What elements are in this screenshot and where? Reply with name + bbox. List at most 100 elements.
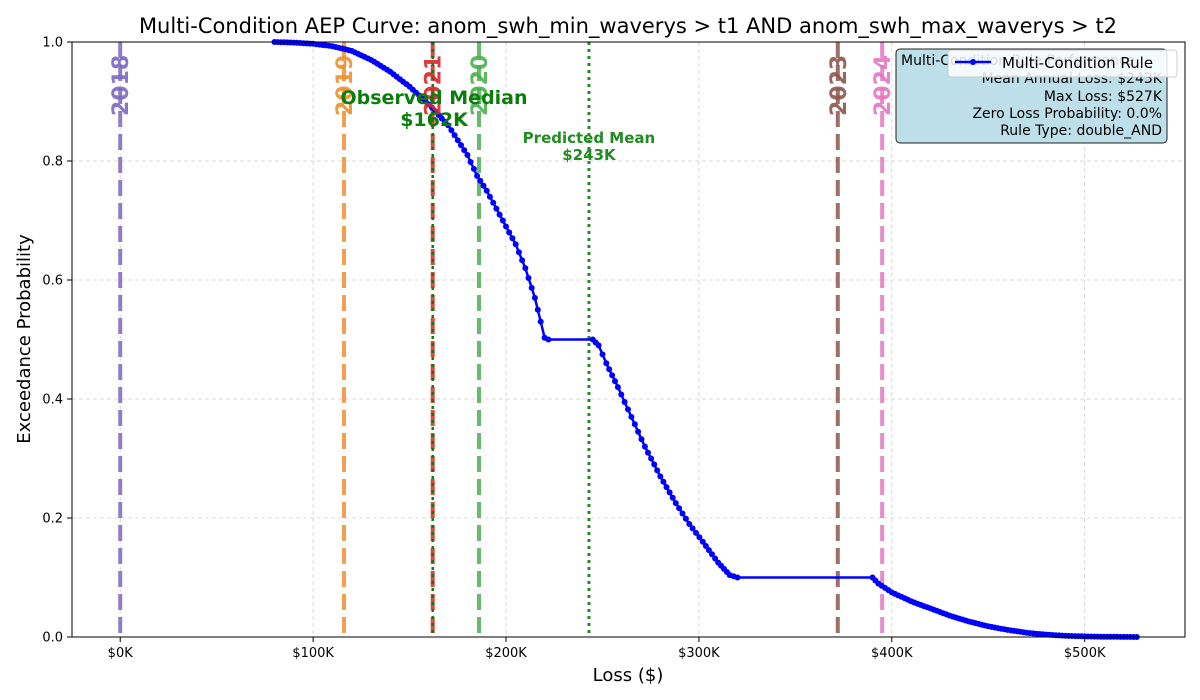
aep-data-point [693, 529, 699, 536]
plot-frame [71, 41, 1186, 638]
aep-data-point [531, 294, 538, 301]
aep-data-point [609, 372, 616, 379]
chart-title: Multi-Condition AEP Curve: anom_swh_min_… [139, 14, 1117, 39]
year-label-2018: 2018 [109, 55, 134, 116]
observed-median-value: $162K [400, 109, 469, 131]
y-tick-label: 0.6 [42, 274, 63, 289]
aep-data-point [672, 500, 679, 507]
aep-data-point [702, 543, 709, 549]
aep-data-point [621, 399, 628, 405]
aep-data-point [635, 428, 642, 435]
x-tick-label: $100K [292, 646, 334, 661]
aep-data-point [528, 284, 535, 291]
aep-data-point [483, 187, 490, 194]
reference-labels: Observed Median$162K Predicted Mean$243K [340, 87, 655, 164]
stats-line-rule-type: Rule Type: double_AND [1000, 123, 1162, 139]
aep-data-point [663, 484, 670, 491]
aep-data-point [506, 229, 513, 236]
aep-data-point [461, 147, 468, 154]
aep-data-point [631, 421, 638, 428]
aep-data-point [448, 127, 455, 134]
y-tick-label: 0.8 [42, 155, 63, 170]
aep-data-point [686, 521, 693, 527]
aep-data-point [676, 505, 683, 512]
legend-frame [947, 49, 1178, 78]
aep-data-point [477, 177, 484, 184]
aep-data-point [451, 132, 458, 139]
aep-data-point [503, 223, 509, 230]
aep-data-point [522, 265, 529, 272]
aep-data-point [705, 547, 712, 554]
year-label-2021: 2021 [422, 55, 447, 116]
aep-data-point [645, 449, 651, 456]
legend-marker-swatch [970, 59, 976, 65]
x-tick-label: $200K [485, 646, 527, 661]
predicted-mean-label: Predicted Mean [523, 129, 656, 147]
aep-data-point [509, 235, 516, 242]
aep-data-point [614, 384, 621, 391]
aep-data-point [628, 413, 635, 420]
aep-data-point [470, 165, 477, 172]
aep-data-point [515, 249, 522, 256]
legend-entry-label: Multi-Condition Rule [1002, 54, 1153, 72]
aep-data-point [534, 306, 541, 313]
year-label-2020: 2020 [468, 55, 493, 116]
year-label-2023: 2023 [827, 55, 852, 116]
aep-data-point [709, 551, 715, 558]
aep-data-point [682, 515, 689, 522]
aep-data-point [696, 534, 703, 541]
aep-data-point [599, 351, 606, 358]
year-label-2019: 2019 [333, 55, 358, 116]
x-axis-label: Loss ($) [593, 665, 664, 686]
x-tick-label: $400K [871, 646, 913, 661]
stats-line-zero-prob: Zero Loss Probability: 0.0% [972, 106, 1162, 122]
aep-data-point [606, 366, 613, 373]
aep-data-point [464, 152, 471, 158]
aep-data-point [486, 193, 493, 200]
aep-data-point [603, 360, 610, 367]
aep-data-point [618, 391, 625, 398]
x-tick-label: $0K [108, 646, 134, 661]
y-tick-label: 0.2 [42, 512, 63, 527]
aep-data-point [651, 461, 658, 468]
aep-data-point [654, 467, 661, 474]
aep-data-point [625, 406, 631, 413]
aep-data-point [545, 336, 552, 343]
y-tick-label: 1.0 [42, 36, 63, 51]
y-axis-label: Exceedance Probability [14, 234, 35, 444]
aep-data-point [490, 199, 497, 206]
aep-data-point [525, 275, 532, 281]
aep-data-point [499, 217, 506, 224]
x-axis: $0K $100K $200K $300K $400K $500K [108, 637, 1106, 661]
legend[interactable]: Multi-Condition Rule [947, 49, 1178, 78]
aep-data-point [595, 342, 602, 349]
aep-data-point [734, 574, 741, 581]
year-labels: 2018 2019 2021 2020 2023 2024 [109, 55, 896, 116]
aep-curve [271, 39, 1140, 640]
stats-line-max: Max Loss: $527K [1044, 89, 1163, 105]
aep-data-point [445, 122, 452, 129]
aep-data-point [519, 257, 526, 264]
aep-data-point [712, 555, 719, 562]
aep-data-point [493, 205, 500, 212]
aep-data-point [467, 159, 474, 165]
aep-data-point [512, 241, 519, 248]
aep-data-point [689, 525, 696, 532]
aep-data-point [480, 182, 487, 189]
aep-data-point [496, 211, 503, 218]
aep-data-point [669, 494, 676, 501]
aep-data-point [699, 538, 706, 545]
aep-data-point [679, 510, 686, 517]
aep-data-point [454, 137, 461, 144]
predicted-mean-value: $243K [562, 146, 617, 164]
aep-data-point [660, 478, 667, 485]
aep-data-point [657, 473, 664, 480]
aep-data-point [641, 443, 648, 450]
aep-data-point [458, 142, 464, 149]
x-tick-label: $500K [1064, 646, 1106, 661]
year-label-2024: 2024 [871, 55, 896, 116]
y-tick-label: 0.0 [42, 631, 63, 646]
aep-data-point [666, 489, 673, 496]
reference-lines [431, 42, 591, 637]
